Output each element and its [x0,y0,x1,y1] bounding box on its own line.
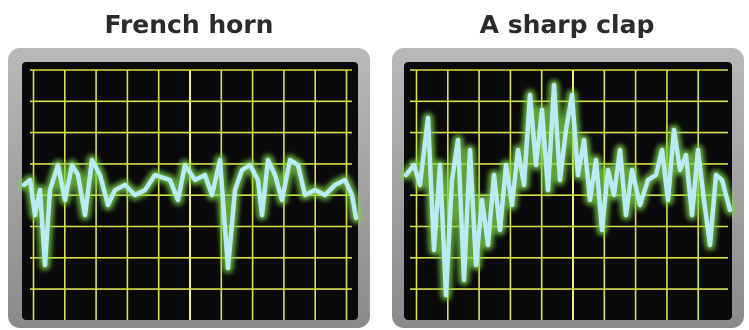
scope-left [8,48,370,328]
scope-right [392,48,744,328]
panel-title: French horn [105,10,274,39]
illustration: French horn A sharp clap [0,0,749,330]
panel-title: A sharp clap [480,10,655,39]
page: {"panels": [{"title": "French horn"}, {"… [0,0,749,330]
